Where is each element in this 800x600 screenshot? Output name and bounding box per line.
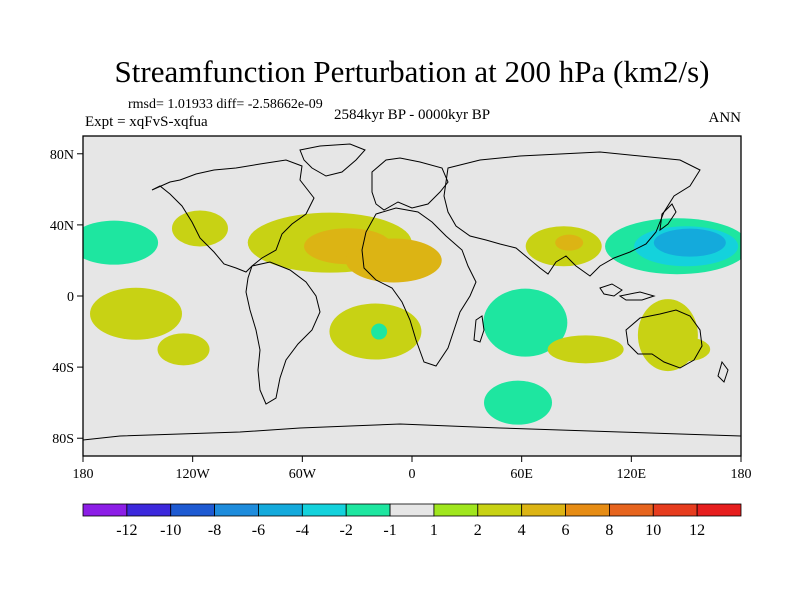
colorbar-box — [521, 503, 566, 517]
colorbar-label: -4 — [296, 522, 309, 539]
colorbar-box — [477, 503, 523, 517]
coastline-madagascar — [473, 315, 485, 343]
anomaly-region — [345, 238, 442, 283]
colorbar-box — [345, 503, 391, 517]
experiment-label: Expt = xqFvS-xqfua — [85, 114, 208, 130]
colorbar-box — [170, 503, 216, 517]
coastline-australia — [625, 309, 703, 369]
colorbar-box — [214, 503, 259, 517]
colorbar-box — [652, 503, 698, 517]
coastline-north-america — [151, 159, 315, 273]
colorbar-box — [258, 503, 303, 517]
colorbar-box — [301, 503, 347, 517]
coastline-antarctica — [83, 423, 741, 441]
y-tick-label: 40N — [50, 219, 74, 234]
y-tick-label: 0 — [67, 290, 74, 305]
y-tick-label: 80S — [52, 432, 74, 447]
anomaly-region — [483, 288, 568, 357]
anomaly-region — [171, 210, 228, 247]
colorbar-label: 4 — [518, 522, 526, 539]
anomaly-region — [653, 228, 726, 257]
colorbar-label: -10 — [160, 522, 181, 539]
colorbar-label: -1 — [383, 522, 396, 539]
x-tick-label: 120E — [617, 467, 647, 482]
anomaly-regions — [83, 210, 741, 425]
x-tick-label: 120W — [176, 467, 211, 482]
x-tick-label: 60E — [510, 467, 533, 482]
colorbar-label: -2 — [340, 522, 353, 539]
stats-text: rmsd= 1.01933 diff= -2.58662e-09 — [128, 97, 323, 112]
x-tick-label: 180 — [731, 467, 752, 482]
anomaly-region — [484, 380, 553, 425]
anomaly-region — [157, 333, 210, 366]
coastline-japan — [659, 203, 677, 232]
colorbar-label: 1 — [430, 522, 438, 539]
coastline-africa — [361, 207, 477, 367]
colorbar-label: 12 — [689, 522, 705, 539]
y-tick-label: 40S — [52, 361, 74, 376]
colorbar-box — [565, 503, 610, 517]
colorbar: -12 -10 -8 -6 -4 -2 -1 1 2 4 6 8 10 12 — [82, 503, 742, 539]
map-area — [83, 136, 741, 456]
colorbar-box — [82, 503, 128, 517]
anomaly-region — [371, 323, 388, 340]
x-tick-label: 180 — [73, 467, 94, 482]
anomaly-region — [555, 234, 584, 251]
colorbar-label: 2 — [474, 522, 482, 539]
map-background — [83, 136, 741, 456]
colorbar-box — [433, 503, 479, 517]
anomaly-region — [662, 337, 711, 362]
colorbar-label: 10 — [645, 522, 661, 539]
colorbar-box — [609, 503, 654, 517]
coastline-asia — [443, 151, 701, 277]
anomaly-region — [90, 287, 183, 340]
colorbar-label: -12 — [116, 522, 137, 539]
colorbar-label: -8 — [208, 522, 221, 539]
colorbar-label: -6 — [252, 522, 265, 539]
period-label: 2584kyr BP - 0000kyr BP — [334, 107, 490, 123]
coastlines — [83, 143, 741, 441]
x-tick-label: 0 — [409, 467, 416, 482]
y-tick-label: 80N — [50, 148, 74, 163]
colorbar-box — [126, 503, 172, 517]
coastline-greenland — [299, 143, 366, 177]
anomaly-region — [83, 220, 159, 265]
colorbar-label: 8 — [605, 522, 613, 539]
coastline-south-america — [245, 261, 321, 405]
coastline-europe — [371, 157, 449, 211]
season-label: ANN — [709, 110, 742, 126]
coastline-new-zealand — [717, 360, 729, 383]
coastline-indonesia — [599, 283, 656, 301]
anomaly-region — [547, 335, 624, 364]
chart-title: Streamfunction Perturbation at 200 hPa (… — [115, 54, 710, 89]
x-tick-label: 60W — [289, 467, 317, 482]
axis-ticks: 180 120W 60W 0 60E 120E 180 80N 40N 0 40S 80S — [50, 148, 752, 482]
colorbar-box — [389, 503, 435, 517]
colorbar-label: 6 — [562, 522, 570, 539]
colorbar-box — [696, 503, 742, 517]
